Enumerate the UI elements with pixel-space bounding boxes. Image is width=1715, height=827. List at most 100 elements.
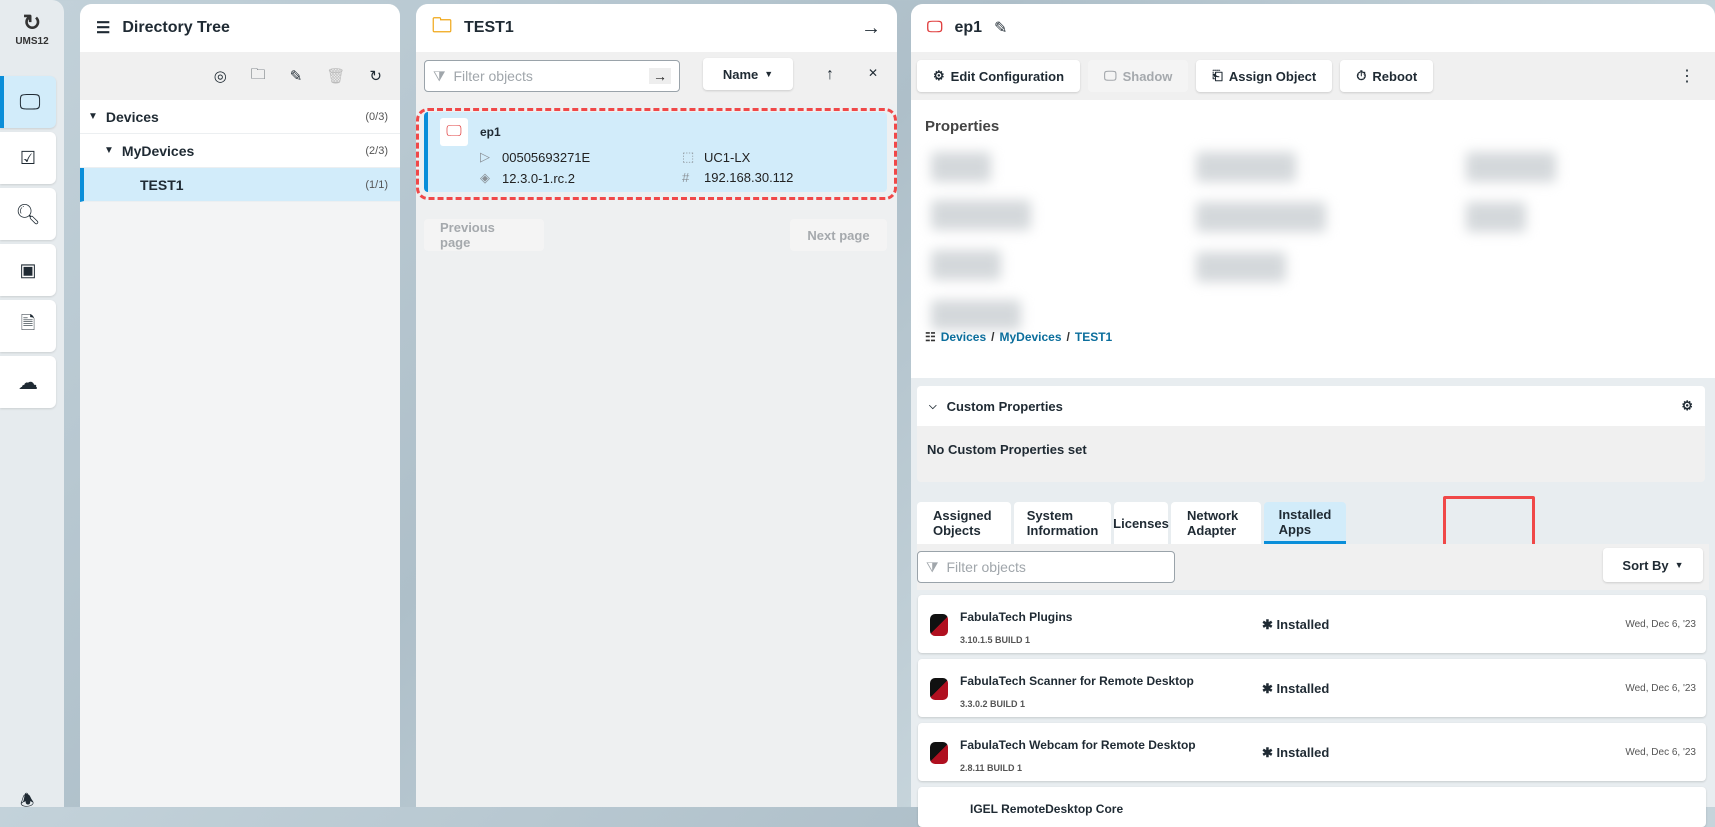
apply-filter-icon[interactable]: → bbox=[649, 68, 671, 84]
monitor-icon: 🖵 bbox=[19, 89, 41, 114]
custom-properties-empty: No Custom Properties set bbox=[927, 442, 1087, 457]
app-status: ✱ Installed bbox=[1262, 617, 1330, 632]
app-version: 3.10.1.5 BUILD 1 bbox=[960, 635, 1031, 645]
badge-icon: ✱ bbox=[1262, 617, 1273, 632]
nav-documents[interactable]: 🗎 bbox=[0, 300, 56, 352]
device-mac: ▷ 00505693271E bbox=[480, 149, 591, 165]
tab-assigned-objects[interactable]: Assigned Objects bbox=[917, 502, 1011, 544]
assign-icon: ⎗ bbox=[1212, 68, 1223, 83]
tree-toolbar: ◎ 🗀 ✎ 🗑 ↻ bbox=[80, 52, 400, 100]
chevron-down-icon: ⌵ bbox=[929, 400, 937, 412]
rename-icon[interactable]: ✎ bbox=[994, 20, 1008, 37]
hash-icon: # bbox=[682, 170, 690, 185]
detail-toolbar: ⚙ Edit Configuration 🖵 Shadow ⎗ Assign Obje… bbox=[911, 52, 1715, 100]
more-menu-icon[interactable]: ⋮ bbox=[1679, 68, 1695, 85]
tab-system-information[interactable]: System Information bbox=[1014, 502, 1111, 544]
nav-search[interactable]: 🔍︎ bbox=[0, 188, 56, 240]
tree-icon: ☷ bbox=[925, 330, 936, 344]
nav-devices[interactable]: 🖵 bbox=[0, 76, 56, 128]
breadcrumb-mydevices[interactable]: MyDevices bbox=[999, 330, 1062, 344]
app-version: 2.8.11 BUILD 1 bbox=[960, 763, 1023, 773]
sort-name-dropdown[interactable]: Name ▼ bbox=[703, 58, 793, 90]
search-icon: 🔍︎ bbox=[15, 203, 41, 226]
device-download-icon: 🖵 bbox=[927, 19, 943, 36]
assign-object-button[interactable]: ⎗ Assign Object bbox=[1196, 60, 1333, 92]
device-version: ◈ 12.3.0-1.rc.2 bbox=[480, 170, 575, 186]
shadow-icon: 🖵 bbox=[1104, 68, 1117, 83]
app-row[interactable]: IGEL RemoteDesktop Core bbox=[918, 787, 1706, 827]
device-card-ep1[interactable]: 🖵 ep1 ▷ 00505693271E ⬚ UC1-LX ◈ 12.3.0-1.rc… bbox=[424, 112, 887, 192]
sort-by-dropdown[interactable]: Sort By ▼ bbox=[1603, 548, 1703, 582]
collapse-icon[interactable]: ☰ bbox=[96, 20, 111, 37]
fabulatech-logo-icon bbox=[930, 614, 948, 636]
shadow-button[interactable]: 🖵 Shadow bbox=[1088, 60, 1189, 92]
badge-icon: ✱ bbox=[1262, 681, 1273, 696]
app-name: FabulaTech Plugins bbox=[960, 610, 1073, 624]
breadcrumb-devices[interactable]: Devices bbox=[940, 330, 987, 344]
edit-configuration-button[interactable]: ⚙ Edit Configuration bbox=[917, 60, 1081, 92]
app-version: 3.3.0.2 BUILD 1 bbox=[960, 699, 1026, 709]
filter-icon: ⧩ bbox=[433, 67, 446, 84]
reboot-button[interactable]: ⏱ Reboot bbox=[1340, 60, 1434, 92]
app-row[interactable]: FabulaTech Scanner for Remote Desktop 3.… bbox=[918, 659, 1706, 717]
delete-icon[interactable]: 🗑 bbox=[326, 68, 346, 85]
tree-row-test1[interactable]: TEST1 (1/1) bbox=[80, 168, 400, 202]
tab-installed-apps[interactable]: Installed Apps bbox=[1264, 502, 1346, 544]
custom-properties-header[interactable]: ⌵ Custom Properties ⚙ bbox=[917, 386, 1705, 426]
chip-icon: ⬚ bbox=[682, 149, 695, 164]
app-name: IGEL RemoteDesktop Core bbox=[970, 802, 1124, 816]
device-download-icon: 🖵 bbox=[440, 118, 468, 146]
igel-icon: ◈ bbox=[480, 170, 490, 185]
breadcrumb-test1[interactable]: TEST1 bbox=[1074, 330, 1113, 344]
timer-icon: ⏱ bbox=[1356, 68, 1367, 83]
new-folder-icon[interactable]: 🗀 bbox=[250, 65, 266, 83]
properties-title: Properties bbox=[925, 118, 1000, 135]
tree-header: ☰ Directory Tree bbox=[80, 4, 400, 52]
object-list-panel: 🗀 TEST1 → ⧩ Filter objects → Name ▼ ↑ ✕ 🖵 ep1… bbox=[416, 4, 897, 807]
device-product: ⬚ UC1-LX bbox=[682, 149, 751, 165]
previous-page-button[interactable]: Previous page bbox=[424, 219, 544, 251]
list-header: 🗀 TEST1 → bbox=[416, 4, 897, 52]
custom-properties-card: ⌵ Custom Properties ⚙ No Custom Properties… bbox=[917, 386, 1705, 482]
sort-ascending-icon[interactable]: ↑ bbox=[826, 66, 834, 83]
target-icon[interactable]: ◎ bbox=[213, 68, 227, 85]
tree-row-mydevices[interactable]: ▼ MyDevices (2/3) bbox=[80, 134, 400, 168]
edit-icon[interactable]: ✎ bbox=[289, 68, 303, 85]
directory-tree-panel: ☰ Directory Tree ◎ 🗀 ✎ 🗑 ↻ ▼ Devices (0/3) ▼ MyD… bbox=[80, 4, 400, 807]
filter-icon: ⧩ bbox=[926, 558, 939, 575]
refresh-icon[interactable]: ↻ bbox=[369, 68, 382, 85]
detail-title: ep1 bbox=[954, 19, 983, 36]
app-row[interactable]: FabulaTech Webcam for Remote Desktop 2.8… bbox=[918, 723, 1706, 781]
device-ip: #192.168.30.112 bbox=[682, 170, 794, 185]
app-date: Wed, Dec 6, '23 bbox=[1625, 683, 1696, 694]
breadcrumb: ☷ Devices / MyDevices / TEST1 bbox=[925, 330, 1113, 344]
apps-filter-input[interactable]: ⧩ Filter objects bbox=[917, 551, 1175, 583]
device-detail-panel: 🖵 ep1 ✎ ⚙ Edit Configuration 🖵 Shadow ⎗ Assig… bbox=[911, 4, 1715, 807]
fabulatech-logo-icon bbox=[930, 678, 948, 700]
nav-cloud[interactable]: ☁︎ bbox=[0, 356, 56, 408]
app-date: Wed, Dec 6, '23 bbox=[1625, 619, 1696, 630]
collapse-all-icon[interactable]: ✕ bbox=[868, 66, 879, 80]
checklist-icon: ☑ bbox=[19, 147, 37, 168]
app-name: FabulaTech Webcam for Remote Desktop bbox=[960, 738, 1196, 752]
app-status: ✱ Installed bbox=[1262, 745, 1330, 760]
next-page-button[interactable]: Next page bbox=[790, 219, 887, 251]
documents-icon: 🗎 bbox=[20, 313, 36, 333]
cloud-icon: ☁︎ bbox=[18, 371, 38, 394]
app-status: ✱ Installed bbox=[1262, 681, 1330, 696]
gear-icon[interactable]: ⚙ bbox=[1681, 398, 1693, 413]
apps-toolbar: ⧩ Filter objects Sort By ▼ bbox=[917, 544, 1709, 590]
tab-licenses[interactable]: Licenses bbox=[1113, 502, 1169, 544]
app-date: Wed, Dec 6, '23 bbox=[1625, 747, 1696, 758]
app-row[interactable]: FabulaTech Plugins 3.10.1.5 BUILD 1 ✱ In… bbox=[918, 595, 1706, 653]
arrow-right-icon[interactable]: → bbox=[861, 16, 881, 39]
nav-apps[interactable]: ▣ bbox=[0, 244, 56, 296]
gear-icon: ⚙ bbox=[933, 68, 945, 83]
device-name: ep1 bbox=[480, 125, 501, 139]
nav-checklist[interactable]: ☑ bbox=[0, 132, 56, 184]
badge-icon: ✱ bbox=[1262, 745, 1273, 760]
filter-input[interactable]: ⧩ Filter objects → bbox=[424, 60, 680, 92]
tree-row-devices[interactable]: ▼ Devices (0/3) bbox=[80, 100, 400, 134]
notification-icon[interactable]: 🕭 bbox=[20, 793, 35, 810]
tab-network-adapter[interactable]: Network Adapter bbox=[1171, 502, 1261, 544]
